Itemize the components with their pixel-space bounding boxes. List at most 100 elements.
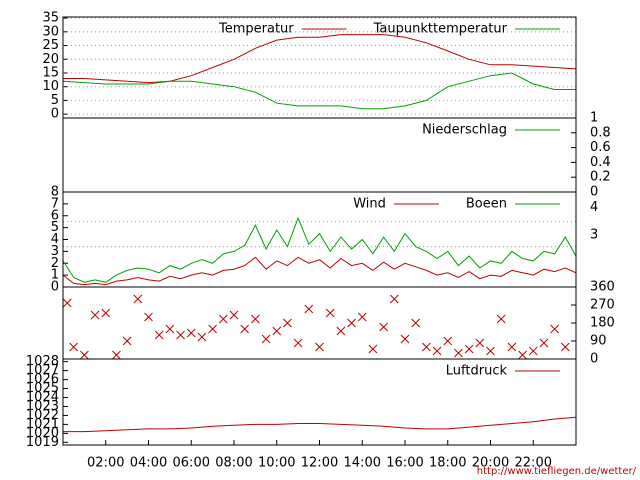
point (154, 330, 164, 340)
point (336, 326, 346, 336)
point (368, 344, 378, 354)
point (208, 324, 217, 334)
point (486, 346, 495, 356)
y-tick-label: 1 (51, 268, 59, 283)
point (293, 338, 303, 348)
x-tick-label: 16:00 (386, 456, 423, 471)
x-tick-label: 20:00 (472, 456, 509, 471)
legend-label: Taupunkttemperatur (373, 22, 508, 37)
y-tick-label: 3 (51, 244, 59, 259)
footer-link: http://www.tiefliegen.de/wetter/ (477, 466, 637, 477)
series-line (62, 72, 576, 110)
legend-label: Niederschlag (422, 123, 507, 138)
point (475, 338, 485, 348)
point (197, 332, 207, 342)
series-line (62, 256, 577, 286)
y-tick-label: 180 (590, 316, 615, 331)
x-tick-label: 12:00 (301, 456, 338, 471)
legend-label: Wind (353, 197, 386, 212)
point (560, 342, 570, 352)
point (528, 346, 538, 356)
point (283, 318, 292, 328)
series-line (63, 416, 577, 433)
y-tick-label: 5 (51, 220, 59, 235)
y-tick-label: 0 (51, 107, 59, 122)
point (325, 308, 335, 318)
point (518, 350, 527, 360)
y-tick-label: 0 (51, 280, 59, 295)
y-tick-label: 1 (590, 111, 598, 126)
point (229, 310, 239, 320)
point (432, 346, 442, 356)
point (240, 324, 250, 334)
point (411, 318, 421, 328)
point (261, 334, 271, 344)
point (176, 330, 185, 340)
y-tick-label: 8 (51, 185, 59, 200)
legend-label: Boeen (466, 197, 507, 212)
point (304, 304, 314, 314)
y-tick-label: 1020 (26, 426, 59, 441)
y-tick-label: 0.4 (590, 155, 611, 170)
y-tick-label: 4 (51, 232, 59, 247)
point (122, 336, 132, 346)
y-tick-label: 5 (51, 93, 59, 108)
x-tick-label: 06:00 (173, 456, 210, 471)
x-tick-label: 04:00 (130, 456, 167, 471)
panel-frame (62, 358, 577, 446)
y-tick-label: 0.8 (590, 125, 611, 140)
series-line (63, 34, 577, 84)
point (550, 324, 559, 334)
y-tick-label: 360 (590, 280, 615, 295)
y-tick-label: 0.6 (590, 140, 611, 155)
y2-tick-label: 3 (590, 227, 598, 242)
y-tick-label: 1022 (26, 408, 59, 423)
point (389, 294, 399, 304)
point (357, 312, 367, 322)
point (496, 314, 506, 324)
y-tick-label: 0 (590, 352, 598, 367)
point (422, 342, 431, 352)
point (539, 338, 549, 348)
point (347, 318, 356, 328)
point (400, 334, 410, 344)
point (165, 324, 175, 334)
y-tick-label: 1027 (26, 363, 59, 378)
point (443, 336, 453, 346)
y-tick-label: 6 (51, 208, 59, 223)
point (507, 342, 517, 352)
series-line (62, 216, 577, 283)
point (379, 322, 388, 332)
x-tick-label: 10:00 (258, 456, 295, 471)
point (454, 348, 463, 358)
point (315, 342, 324, 352)
y-tick-label: 1019 (26, 435, 59, 450)
y-tick-label: 1021 (26, 417, 59, 432)
y-tick-label: 2 (51, 256, 59, 271)
y-tick-label: 1026 (26, 372, 59, 387)
point (464, 344, 474, 354)
y-tick-label: 0.2 (590, 170, 611, 185)
legend-label: Luftdruck (446, 364, 508, 379)
point (218, 314, 228, 324)
y-tick-label: 30 (42, 24, 59, 39)
point (186, 328, 196, 338)
point (80, 350, 89, 360)
y-tick-label: 20 (42, 52, 59, 67)
y-tick-label: 270 (590, 298, 615, 313)
point (69, 342, 79, 352)
point (272, 326, 282, 336)
point (62, 298, 72, 308)
x-tick-label: 22:00 (515, 456, 552, 471)
y-tick-label: 0 (590, 185, 598, 200)
point (101, 308, 111, 318)
x-tick-label: 14:00 (344, 456, 381, 471)
x-tick-label: 18:00 (429, 456, 466, 471)
y-tick-label: 7 (51, 196, 59, 211)
point (133, 294, 143, 304)
y-tick-label: 1023 (26, 399, 59, 414)
point (251, 314, 260, 324)
point (112, 350, 121, 360)
y2-tick-label: 4 (590, 200, 598, 215)
